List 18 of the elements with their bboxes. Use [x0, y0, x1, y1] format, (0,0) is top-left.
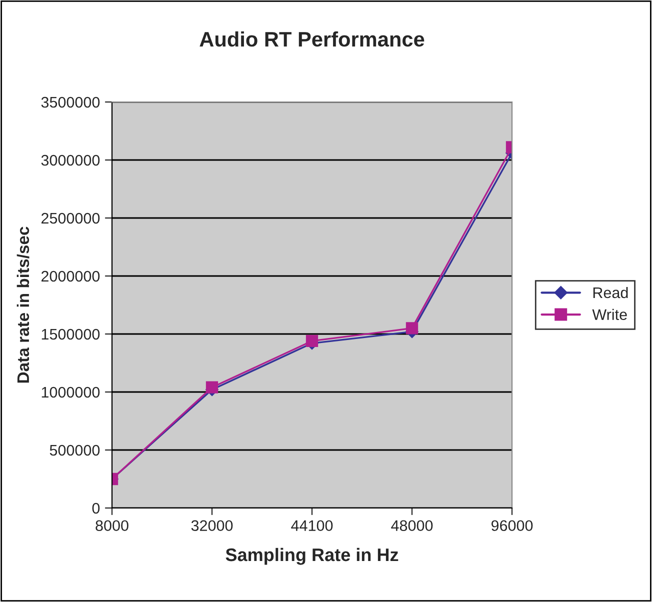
y-tick-label: 2000000: [41, 270, 100, 282]
x-tick-label: 96000: [491, 520, 533, 532]
y-tick-label: 500000: [50, 444, 100, 456]
y-axis-title: Data rate in bits/sec: [16, 226, 30, 383]
x-tick-label: 32000: [191, 520, 233, 532]
x-axis-title: Sampling Rate in Hz: [226, 548, 398, 565]
y-tick-label: 1500000: [42, 328, 100, 340]
y-tick-label: 3500000: [41, 96, 100, 108]
y-tick-label: 3000000: [41, 154, 100, 166]
x-tick-label: 44100: [291, 520, 333, 532]
legend-label: Write: [592, 308, 627, 320]
x-tick-label: 48000: [391, 520, 433, 532]
y-tick-label: 0: [92, 502, 100, 514]
y-tick-label: 2500000: [41, 212, 100, 224]
chart-title: Audio RT Performance: [200, 31, 424, 47]
y-tick-label: 1000000: [42, 386, 100, 398]
x-tick-label: 8000: [96, 520, 128, 532]
legend-label: Read: [593, 286, 628, 298]
